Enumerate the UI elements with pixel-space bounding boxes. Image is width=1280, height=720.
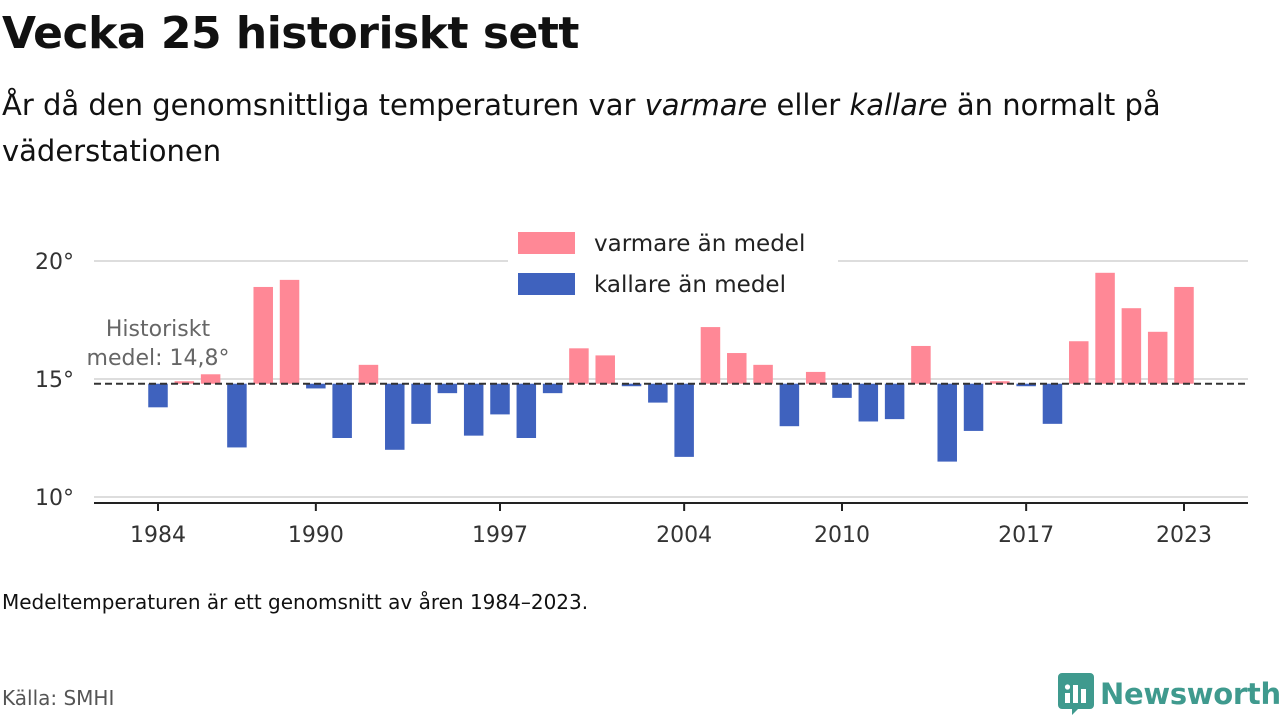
bar-cold-2003: [648, 383, 668, 403]
bar-cold-2017: [1016, 383, 1036, 387]
subtitle-emphasis-warmer: varmare: [644, 88, 768, 122]
bar-warm-2006: [727, 353, 747, 384]
mean-annotation-line-1: Historiskt: [106, 317, 211, 342]
mean-annotation-line-2: medel: 14,8°: [87, 346, 230, 371]
bar-warm-2009: [805, 371, 826, 384]
legend-swatch-cold: [518, 273, 575, 295]
legend: varmare än medel kallare än medel: [508, 224, 838, 304]
bar-cold-1984: [148, 383, 168, 408]
bar-cold-1998: [516, 383, 537, 438]
subtitle-emphasis-colder: kallare: [849, 88, 948, 122]
bars-layer: [94, 272, 1248, 462]
legend-label-warm: varmare än medel: [594, 231, 805, 257]
bar-warm-2023: [1174, 286, 1194, 384]
newsworthy-chat-chart-icon: [1058, 673, 1094, 715]
subtitle-part-1: År då den genomsnittliga temperaturen va…: [2, 88, 645, 122]
bar-cold-2011: [858, 383, 879, 422]
bar-warm-1992: [358, 364, 379, 384]
bar-cold-1999: [542, 383, 563, 394]
bar-warm-2019: [1069, 341, 1089, 384]
legend-swatch-warm: [518, 232, 575, 254]
bar-warm-1989: [279, 279, 300, 384]
bar-warm-2007: [753, 364, 773, 384]
chart-title: Vecka 25 historiskt sett: [2, 8, 579, 59]
bar-cold-1995: [437, 383, 458, 394]
subtitle-part-2: eller: [767, 88, 850, 122]
bar-cold-1991: [332, 383, 352, 438]
bar-cold-1994: [411, 383, 431, 424]
bar-cold-2002: [621, 383, 642, 387]
bar-cold-1996: [463, 383, 484, 436]
bar-warm-2022: [1147, 331, 1168, 384]
bar-cold-2012: [884, 383, 905, 420]
brand-name: Newsworthy: [1100, 677, 1280, 711]
newsworthy-logo: Newsworthy: [1058, 672, 1280, 716]
bar-warm-2021: [1121, 308, 1142, 384]
bar-cold-2008: [779, 383, 800, 427]
bar-cold-2015: [963, 383, 984, 431]
bar-warm-1988: [253, 286, 273, 384]
x-tick-label: 1990: [288, 523, 344, 548]
bar-warm-2001: [595, 355, 615, 384]
source-credit: Källa: SMHI: [2, 686, 115, 710]
bar-cold-2010: [832, 383, 852, 398]
footnote: Medeltemperaturen är ett genomsnitt av å…: [2, 590, 589, 614]
x-tick-label: 1997: [472, 523, 528, 548]
x-tick-label: 2004: [656, 523, 712, 548]
x-tick-label: 1984: [130, 523, 186, 548]
legend-label-cold: kallare än medel: [594, 272, 786, 298]
bar-warm-2020: [1095, 272, 1115, 384]
y-tick-label: 10°: [35, 486, 74, 511]
bar-warm-2000: [569, 348, 589, 384]
bar-warm-1985: [174, 381, 195, 384]
chart-subtitle: År då den genomsnittliga temperaturen va…: [2, 82, 1242, 174]
bar-cold-2018: [1042, 383, 1063, 424]
subtitle-part-3: än normalt på väderstationen: [2, 88, 1161, 168]
bar-cold-1997: [490, 383, 510, 415]
bar-cold-1990: [306, 383, 326, 389]
bar-warm-2016: [990, 381, 1010, 384]
axis-layer: 10° 15° 20° Historiskt medel: 14,8° 1984 1990 1…: [35, 250, 1248, 548]
bar-warm-2005: [700, 327, 721, 384]
bar-warm-2013: [911, 345, 931, 384]
x-tick-label: 2017: [998, 523, 1054, 548]
y-tick-label: 20°: [35, 250, 74, 275]
x-tick-label: 2010: [814, 523, 870, 548]
bar-cold-2004: [674, 383, 694, 457]
bar-cold-1987: [227, 383, 247, 448]
bar-chart: 10° 15° 20° Historiskt medel: 14,8° 1984 1990 1…: [35, 224, 1248, 548]
bar-cold-2014: [937, 383, 957, 462]
x-tick-label: 2023: [1156, 523, 1212, 548]
y-tick-label: 15°: [35, 368, 74, 393]
bar-warm-1986: [200, 374, 221, 384]
bar-cold-1993: [385, 383, 405, 450]
